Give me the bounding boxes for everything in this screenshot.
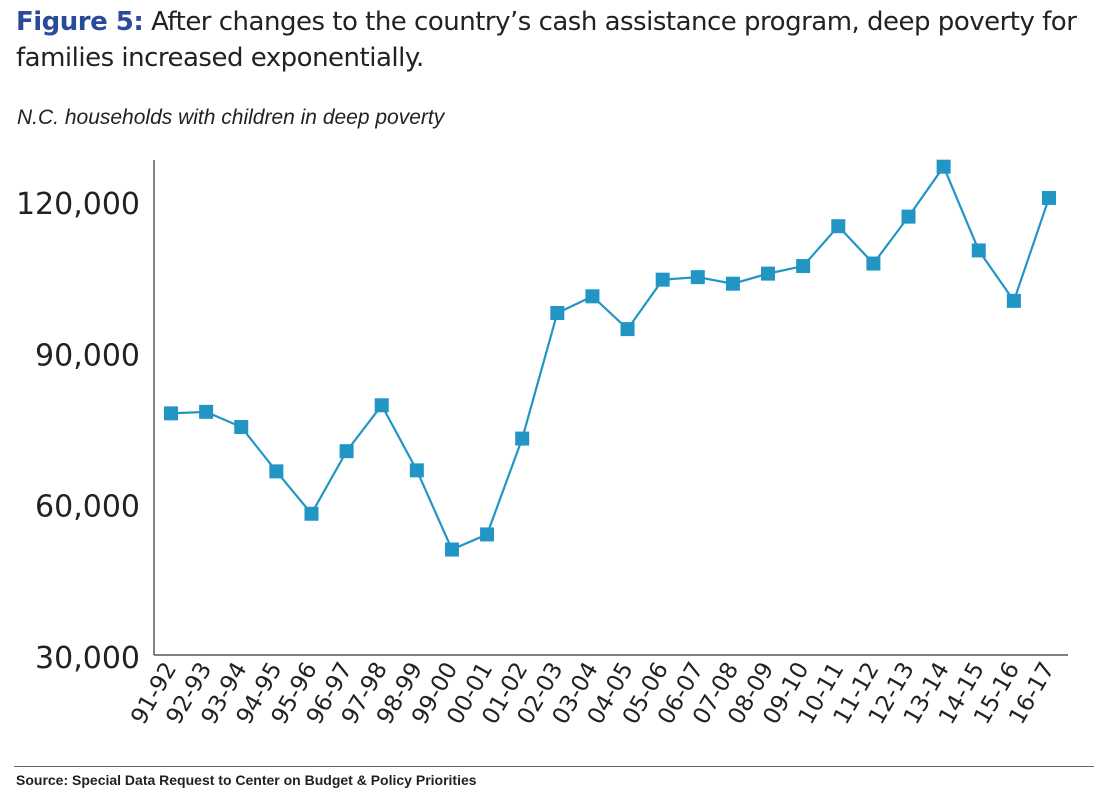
data-point	[304, 506, 319, 521]
data-point	[234, 419, 249, 434]
data-point	[725, 276, 740, 291]
series-line	[170, 164, 1051, 551]
data-point	[936, 159, 951, 174]
y-tick-label: 30,000	[35, 641, 140, 676]
data-point	[585, 289, 600, 304]
title-text: After changes to the country’s cash assi…	[16, 7, 1077, 73]
data-point	[409, 463, 424, 478]
data-point	[1042, 190, 1056, 205]
data-point	[655, 272, 670, 287]
data-point	[620, 322, 635, 337]
data-point	[480, 527, 495, 542]
data-point	[796, 259, 811, 274]
data-point	[901, 209, 916, 224]
data-point	[339, 444, 354, 459]
y-tick-label: 90,000	[35, 338, 140, 373]
data-point	[444, 542, 459, 557]
data-point	[971, 243, 986, 258]
data-point	[164, 406, 178, 421]
divider	[14, 766, 1094, 767]
data-point	[550, 305, 565, 320]
data-point	[1006, 293, 1021, 308]
source-note: Source: Special Data Request to Center o…	[16, 772, 477, 788]
y-tick-label: 60,000	[35, 490, 140, 525]
data-point	[831, 219, 846, 234]
data-point	[690, 270, 705, 285]
y-tick-label: 120,000	[16, 187, 140, 222]
data-point	[199, 404, 214, 419]
data-point	[374, 398, 389, 413]
data-point	[515, 431, 530, 446]
chart-subtitle: N.C. households with children in deep po…	[17, 106, 445, 129]
data-point	[269, 464, 284, 479]
chart-title: Figure 5: After changes to the country’s…	[16, 4, 1086, 76]
data-point	[761, 266, 776, 281]
figure-number: Figure 5:	[16, 7, 144, 37]
line-chart: 30,00060,00090,000120,00091-9292-9393-94…	[16, 159, 1068, 729]
data-point	[866, 256, 881, 271]
